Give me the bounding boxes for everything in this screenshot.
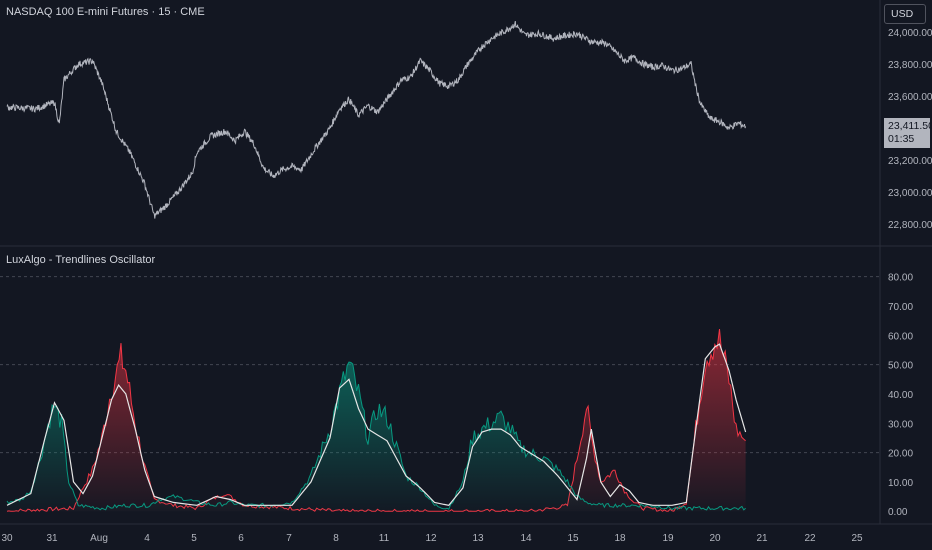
oscillator-tick-label: 40.00	[888, 390, 913, 401]
oscillator-tick-label: 50.00	[888, 361, 913, 372]
x-tick-label: 19	[662, 533, 674, 544]
oscillator-tick-label: 10.00	[888, 478, 913, 489]
price-tick-label: 24,000.00	[888, 28, 932, 39]
price-tick-label: 23,800.00	[888, 60, 932, 71]
price-tick-label: 22,800.00	[888, 220, 932, 231]
x-tick-label: 20	[709, 533, 721, 544]
last-price-tag: 23,411.50 01:35	[884, 118, 932, 148]
x-tick-label: 21	[756, 533, 768, 544]
indicator-title[interactable]: LuxAlgo - Trendlines Oscillator	[6, 254, 156, 266]
x-tick-label: 13	[472, 533, 484, 544]
oscillator-pane[interactable]	[6, 328, 747, 512]
oscillator-tick-label: 20.00	[888, 449, 913, 460]
oscillator-tick-label: 30.00	[888, 419, 913, 430]
x-tick-label: 5	[191, 533, 197, 544]
axis-labels: 30 31 Aug 4 5 6 7 8 11 12 13 14 15 18 19 20 21 22 25 24,000…	[1, 28, 932, 544]
x-tick-label: 18	[614, 533, 626, 544]
oscillator-tick-label: 0.00	[888, 507, 908, 518]
x-tick-label: Aug	[90, 533, 108, 544]
price-pane[interactable]	[6, 21, 747, 219]
x-tick-label: 31	[46, 533, 58, 544]
x-tick-label: 8	[333, 533, 339, 544]
x-tick-label: 12	[425, 533, 437, 544]
oscillator-tick-label: 80.00	[888, 273, 913, 284]
oscillator-tick-label: 60.00	[888, 331, 913, 342]
signal-line[interactable]	[6, 343, 747, 506]
x-tick-label: 6	[238, 533, 244, 544]
price-tick-label: 23,600.00	[888, 92, 932, 103]
x-tick-label: 22	[804, 533, 816, 544]
x-tick-label: 30	[1, 533, 13, 544]
last-price-value: 23,411.50	[888, 120, 932, 132]
bar-countdown: 01:35	[888, 133, 915, 145]
symbol-title[interactable]: NASDAQ 100 E-mini Futures · 15 · CME	[6, 6, 205, 18]
currency-button[interactable]: USD	[884, 4, 926, 24]
bullish-line[interactable]	[6, 361, 746, 512]
x-tick-label: 25	[851, 533, 863, 544]
price-tick-label: 23,000.00	[888, 188, 932, 199]
x-tick-label: 7	[286, 533, 292, 544]
price-line[interactable]	[6, 21, 747, 219]
price-tick-label: 23,200.00	[888, 156, 932, 167]
x-tick-label: 15	[567, 533, 579, 544]
x-tick-label: 14	[520, 533, 532, 544]
x-tick-label: 11	[379, 533, 390, 544]
x-tick-label: 4	[144, 533, 150, 544]
oscillator-tick-label: 70.00	[888, 302, 913, 313]
